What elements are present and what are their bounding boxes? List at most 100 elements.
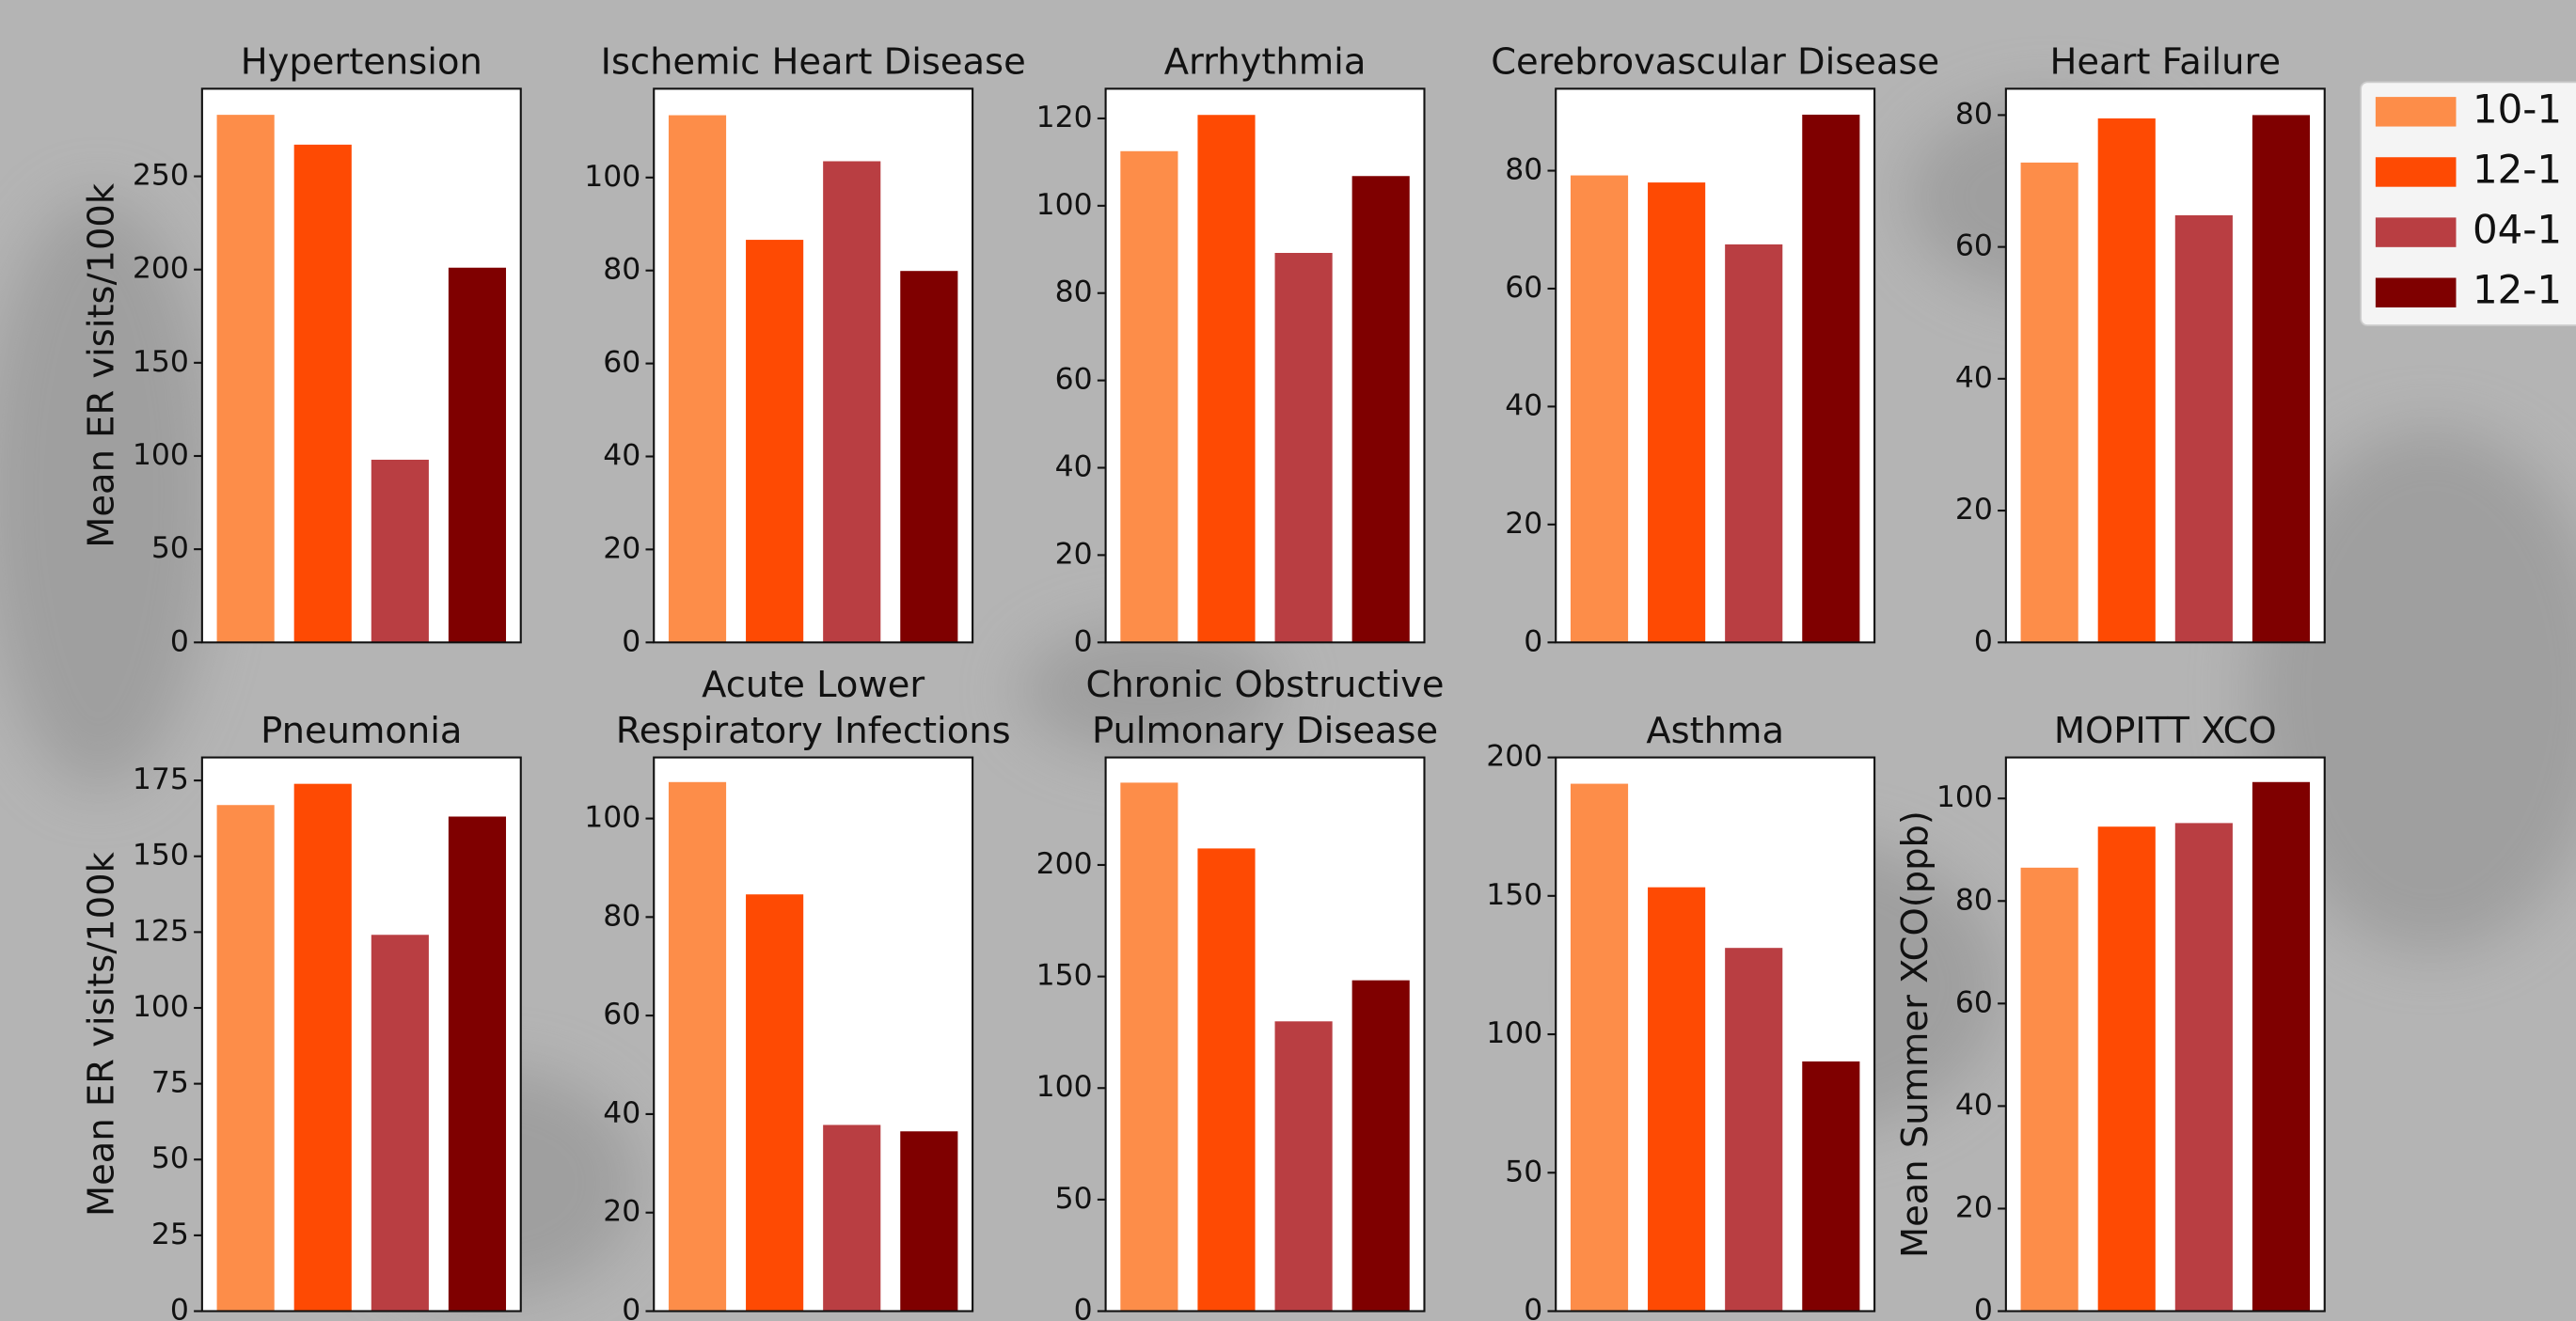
y-axis-label: Mean Summer XCO(ppb)	[1894, 810, 1936, 1258]
y-tick-label: 20	[1055, 537, 1093, 571]
y-tick-label: 40	[603, 438, 640, 472]
y-tick-label: 250	[133, 159, 189, 193]
y-tick-label: 20	[603, 531, 640, 565]
subplot-title: Acute LowerRespiratory Infections	[616, 664, 1011, 752]
y-tick-label: 80	[1955, 883, 1993, 917]
y-tick-label: 60	[1955, 229, 1993, 263]
y-tick-label: 0	[1524, 624, 1542, 658]
y-tick-label: 150	[133, 345, 189, 379]
bar	[2175, 215, 2233, 642]
bar	[746, 240, 803, 642]
bar	[449, 268, 506, 643]
bar	[1648, 888, 1705, 1312]
y-tick-label: 100	[1036, 188, 1093, 222]
legend-swatch	[2376, 278, 2457, 307]
y-tick-label: 200	[1486, 740, 1542, 774]
y-tick-label: 60	[1055, 363, 1093, 397]
bar	[1725, 244, 1782, 642]
bar	[1648, 182, 1705, 642]
y-tick-label: 50	[151, 531, 189, 565]
y-tick-label: 100	[584, 160, 640, 194]
legend-label: 10-1	[2473, 86, 2562, 132]
y-tick-label: 20	[1955, 1190, 1993, 1224]
bar	[1197, 848, 1255, 1311]
bar	[669, 116, 726, 643]
bar	[1275, 253, 1333, 642]
y-axis-label: Mean ER visits/100k	[81, 182, 123, 548]
y-tick-label: 20	[603, 1195, 640, 1229]
bar	[2098, 826, 2156, 1311]
y-tick-label: 20	[1955, 493, 1993, 527]
y-tick-label: 0	[1974, 624, 1993, 658]
legend-swatch	[2376, 217, 2457, 246]
y-tick-label: 75	[151, 1066, 189, 1100]
bar	[900, 271, 957, 642]
bar	[371, 935, 429, 1311]
figure: 050100150200250HypertensionMean ER visit…	[0, 0, 2576, 1321]
y-tick-label: 100	[133, 990, 189, 1024]
bar	[2098, 118, 2156, 642]
y-tick-label: 80	[1505, 153, 1542, 187]
bar	[900, 1131, 957, 1311]
bar	[2175, 823, 2233, 1311]
y-tick-label: 0	[1074, 624, 1093, 658]
bar	[294, 145, 352, 642]
subplot-title: Heart Failure	[2050, 41, 2282, 84]
y-tick-label: 100	[133, 438, 189, 472]
bar	[2252, 782, 2310, 1312]
subplot-title: MOPITT XCO	[2054, 710, 2277, 752]
bar	[2252, 115, 2310, 642]
y-tick-label: 60	[603, 998, 640, 1031]
subplot-title: Ischemic Heart Disease	[601, 41, 1026, 84]
y-tick-label: 100	[1486, 1016, 1542, 1050]
y-tick-label: 50	[151, 1141, 189, 1175]
bar	[371, 460, 429, 642]
y-tick-label: 80	[1055, 275, 1093, 309]
subplot-title: Pneumonia	[261, 710, 462, 752]
y-tick-label: 80	[603, 899, 640, 933]
y-tick-label: 0	[622, 1294, 640, 1321]
bar	[1571, 784, 1628, 1312]
legend-label: 12-1	[2473, 267, 2562, 313]
legend-label: 04-1	[2473, 207, 2562, 253]
y-tick-label: 150	[1036, 959, 1093, 993]
y-tick-label: 125	[133, 914, 189, 948]
y-tick-label: 40	[1955, 1088, 1993, 1122]
y-tick-label: 100	[584, 801, 640, 835]
bar	[1352, 981, 1410, 1312]
subplot-title: Asthma	[1646, 710, 1784, 752]
bar	[1120, 151, 1177, 642]
bar	[217, 115, 275, 642]
subplot-title: Cerebrovascular Disease	[1491, 41, 1939, 84]
bar	[1571, 176, 1628, 643]
y-tick-label: 40	[1505, 388, 1542, 422]
y-tick-label: 200	[133, 252, 189, 286]
y-axis-label: Mean ER visits/100k	[81, 851, 123, 1217]
y-tick-label: 50	[1505, 1155, 1542, 1188]
bar	[2021, 868, 2078, 1312]
y-tick-label: 60	[603, 346, 640, 380]
bar	[1275, 1021, 1333, 1311]
y-tick-label: 0	[170, 624, 189, 658]
bar	[449, 816, 506, 1311]
legend-label: 12-1	[2473, 146, 2562, 192]
legend-swatch	[2376, 97, 2457, 126]
bar	[823, 162, 880, 643]
y-tick-label: 40	[1955, 361, 1993, 395]
bar	[1120, 782, 1177, 1311]
bar	[217, 805, 275, 1311]
bar	[1802, 1062, 1859, 1312]
y-tick-label: 200	[1036, 847, 1093, 881]
y-tick-label: 40	[603, 1096, 640, 1130]
y-tick-label: 175	[133, 763, 189, 796]
y-tick-label: 50	[1055, 1182, 1093, 1216]
subplot-title: Arrhythmia	[1164, 41, 1367, 84]
legend-swatch	[2376, 157, 2457, 186]
y-tick-label: 80	[1955, 97, 1993, 131]
y-tick-label: 80	[603, 253, 640, 287]
y-tick-label: 0	[1074, 1294, 1093, 1321]
bar	[1725, 948, 1782, 1311]
bar	[823, 1124, 880, 1311]
bar	[1802, 115, 1859, 642]
y-tick-label: 0	[1524, 1294, 1542, 1321]
